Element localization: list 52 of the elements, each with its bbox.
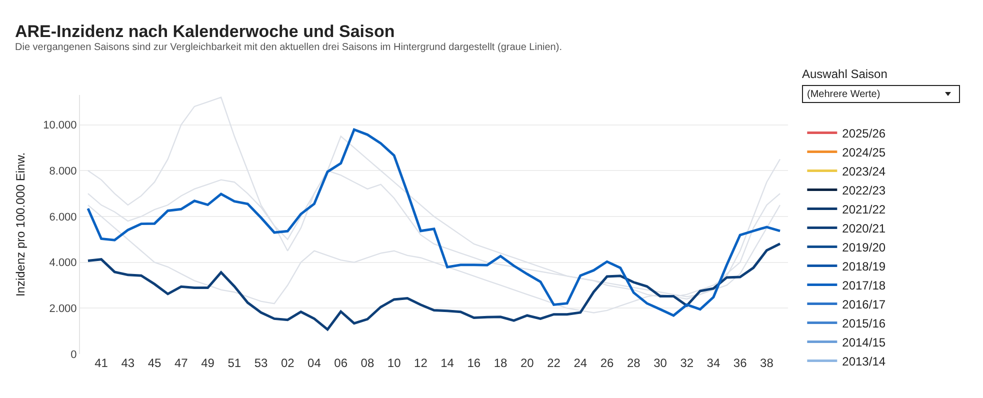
- legend-label: 2019/20: [842, 240, 886, 254]
- legend-label: 2022/23: [842, 183, 886, 198]
- x-tick-label: 04: [308, 356, 322, 370]
- x-tick-label: 53: [254, 356, 268, 370]
- x-tick-label: 28: [626, 356, 641, 370]
- x-tick-label: 43: [121, 356, 135, 370]
- x-tick-label: 26: [600, 356, 614, 370]
- x-tick-label: 34: [706, 356, 720, 370]
- x-tick-label: 22: [547, 356, 561, 370]
- x-tick-label: 24: [574, 356, 588, 370]
- legend-label: 2020/21: [842, 221, 886, 236]
- x-tick-label: 47: [174, 356, 188, 370]
- line-series: [86, 128, 782, 317]
- x-tick-label: 18: [494, 356, 508, 370]
- legend-label: 2017/18: [842, 278, 886, 292]
- legend-label: 2015/16: [842, 316, 886, 330]
- legend-label: 2021/22: [842, 202, 886, 216]
- dropdown: (Mehrere Werte): [802, 85, 960, 103]
- x-tick-label: 10: [387, 356, 402, 370]
- legend-label: 2024/25: [842, 145, 886, 160]
- x-tick-label: 06: [334, 356, 348, 370]
- line-series: [86, 242, 782, 331]
- x-tick-label: 38: [760, 356, 774, 370]
- x-tick-label: 12: [414, 356, 428, 370]
- legend-label: 2013/14: [842, 354, 886, 368]
- chart-title: ARE-Inzidenz nach Kalenderwoche und Saison: [15, 22, 395, 42]
- y-tick-label: 10.000: [43, 120, 77, 132]
- x-tick-label: 49: [201, 356, 215, 370]
- legend-label: 2018/19: [842, 259, 886, 274]
- x-tick-label: 14: [440, 356, 454, 370]
- chart-subtitle: Die vergangenen Saisons sind zur Vergleichbarkeit mit den aktuellen drei Saisons im Hintergrund dargestellt (graue Linien).: [15, 42, 562, 53]
- x-tick-label: 51: [228, 356, 242, 370]
- legend-label: 2023/24: [842, 164, 886, 178]
- legend-label: 2016/17: [842, 297, 886, 312]
- x-tick-label: 45: [148, 356, 162, 370]
- x-tick-label: 16: [467, 356, 481, 370]
- y-tick-label: 4.000: [49, 257, 77, 270]
- x-tick-label: 08: [360, 356, 374, 370]
- y-tick-label: 2.000: [49, 303, 77, 316]
- x-tick-label: 02: [280, 356, 295, 370]
- y-tick-label: 0: [70, 348, 77, 361]
- x-tick-label: 41: [94, 356, 108, 370]
- y-tick-label: 6.000: [49, 211, 77, 224]
- x-tick-label: 36: [733, 356, 748, 370]
- y-tick-label: 8.000: [49, 165, 77, 178]
- x-tick-label: 30: [654, 356, 668, 370]
- x-tick-label: 20: [520, 356, 534, 370]
- legend-title: Auswahl Saison: [802, 67, 888, 81]
- y-axis-title: Inzidenz pro 100.000 Einw.: [13, 152, 28, 297]
- x-tick-label: 32: [680, 356, 694, 370]
- legend-label: 2025/26: [842, 126, 886, 140]
- legend-label: 2014/15: [842, 335, 886, 350]
